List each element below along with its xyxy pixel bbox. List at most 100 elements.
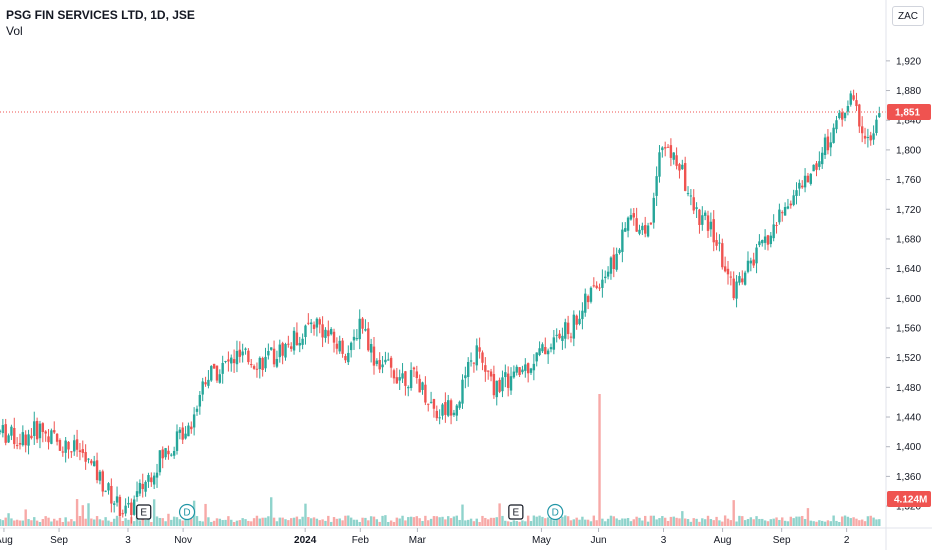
volume-bar (604, 521, 607, 526)
volume-bar (461, 504, 464, 526)
volume-bar (429, 518, 433, 526)
volume-bar (866, 516, 870, 526)
volume-bar (598, 394, 601, 526)
volume-bar (481, 515, 484, 526)
candle-body (452, 412, 456, 416)
candle-body (738, 276, 741, 283)
y-tick-label: 1,440 (896, 413, 921, 424)
y-tick-label: 1,920 (896, 56, 921, 67)
volume-bar (541, 516, 544, 526)
volume-bar (58, 517, 62, 526)
volume-bar (641, 520, 644, 526)
volume-bar (332, 517, 336, 526)
volume-bar (424, 515, 427, 526)
candle-body (860, 126, 864, 134)
candle-body (21, 432, 25, 446)
volume-bar (215, 518, 219, 526)
volume-bar (484, 517, 487, 526)
candle-body (869, 135, 872, 141)
dividend-marker (178, 503, 196, 521)
volume-bar (1, 520, 5, 526)
candle-body (535, 352, 538, 362)
volume-bar (61, 521, 65, 526)
candle-body (681, 164, 684, 170)
volume-bar (863, 521, 867, 526)
volume-bar (298, 519, 301, 526)
candle-body (38, 423, 42, 439)
volume-bar (778, 519, 781, 526)
volume-bar (769, 519, 773, 526)
volume-bar (270, 497, 273, 526)
currency-button[interactable]: ZAC (892, 6, 924, 26)
volume-bar (210, 521, 213, 526)
volume-bar (178, 519, 182, 526)
volume-bar (738, 515, 741, 526)
candle-body (843, 112, 847, 119)
candle-body (838, 112, 841, 118)
candle-body (584, 293, 587, 313)
candle-body (404, 371, 407, 386)
candle-body (766, 235, 770, 245)
candle-body (84, 452, 87, 462)
volume-bar (840, 516, 844, 526)
volume-bar (509, 521, 513, 526)
candle-body (706, 215, 710, 231)
candle-body (809, 173, 812, 184)
volume-bar (789, 516, 793, 526)
candle-body (801, 185, 804, 188)
candle-body (387, 359, 390, 361)
candle-body (615, 253, 618, 270)
candle-body (112, 503, 116, 505)
volume-bar (589, 521, 593, 526)
candle-body (692, 197, 695, 211)
candle-body (524, 364, 527, 371)
candle-body (210, 366, 213, 381)
candle-body (341, 340, 344, 354)
candle-body (278, 344, 281, 358)
volume-bar (409, 516, 413, 526)
volume-bar (449, 518, 453, 526)
volume-legend: Vol (6, 24, 23, 38)
candle-body (178, 429, 182, 433)
candle-body (147, 475, 150, 482)
volume-bar (90, 518, 93, 526)
candle-body (678, 164, 681, 171)
volume-bar (4, 517, 7, 526)
candle-body (298, 342, 301, 346)
candle-body (344, 356, 347, 361)
y-tick-label: 1,480 (896, 383, 921, 394)
candle-body (549, 347, 553, 350)
volume-bar (658, 518, 661, 526)
candle-body (504, 372, 507, 378)
volume-bar (860, 519, 864, 526)
volume-bar (112, 518, 116, 526)
candle-body (749, 260, 753, 264)
candle-body (701, 215, 704, 225)
volume-bar (706, 515, 710, 526)
candle-body (566, 322, 570, 335)
candle-body (232, 359, 236, 364)
candle-body (58, 440, 62, 451)
y-tick-label: 1,880 (896, 86, 921, 97)
volume-bar (132, 521, 136, 526)
candle-body (672, 152, 675, 160)
candle-body (55, 433, 59, 442)
volume-bar (809, 520, 812, 526)
candle-body (866, 137, 870, 139)
x-tick-label: Mar (409, 535, 427, 546)
volume-bar (806, 508, 810, 526)
candle-body (726, 268, 730, 275)
volume-bar (464, 520, 467, 526)
volume-bar (692, 518, 695, 526)
volume-bar (175, 517, 179, 526)
candle-body (75, 439, 79, 450)
volume-bar (167, 513, 170, 526)
volume-bar (595, 520, 598, 526)
candle-body (64, 440, 67, 453)
volume-bar (546, 517, 550, 526)
candle-body (258, 357, 261, 370)
candle-body (632, 213, 635, 218)
candle-body (167, 450, 170, 455)
candle-body (606, 271, 610, 277)
